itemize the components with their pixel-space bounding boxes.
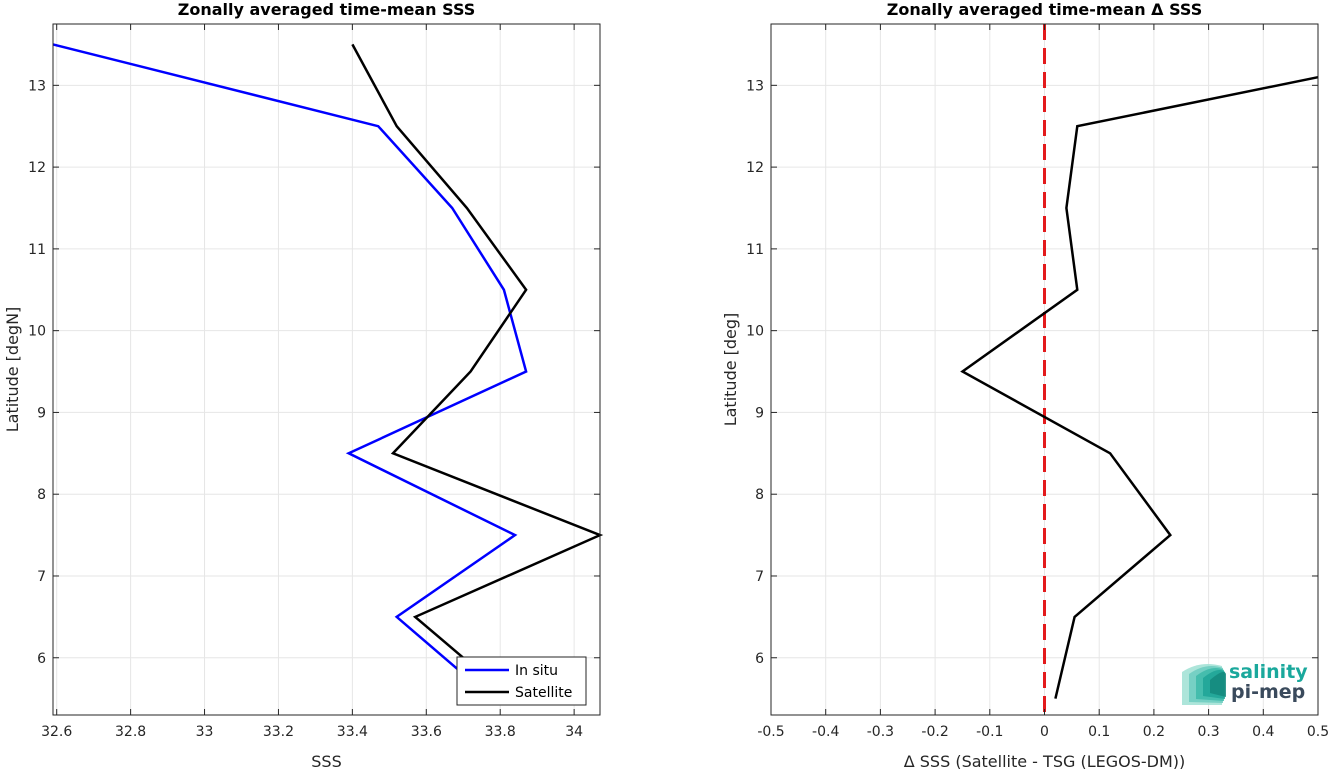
legend-label: In situ [515,663,558,679]
x-tick-label: 0.1 [1088,724,1110,740]
legend-label: Satellite [515,685,572,701]
y-tick-label: 9 [37,405,46,421]
axes-box [52,23,601,716]
y-tick-label: 9 [755,405,764,421]
logo-wave-shape [1210,672,1226,697]
y-tick-label: 8 [755,487,764,503]
y-tick-label: 11 [746,242,764,258]
y-tick-label: 6 [755,651,764,667]
logo-text-salinity: salinity [1229,661,1308,683]
x-tick-label: 32.8 [115,724,146,740]
legend-box [456,656,587,706]
x-tick-label: -0.1 [976,724,1003,740]
x-tick-label: 0.3 [1197,724,1219,740]
x-tick-label: 0.2 [1143,724,1165,740]
left-panel: 32.6 32.8 33 33.2 33.4 33.6 33.8 34 6 7 8 9 10 11 12 13… [3,0,604,771]
y-tick-label: 12 [28,160,46,176]
x-tick-label: 34 [565,724,583,740]
x-tick-label: 33.6 [411,724,442,740]
chart-title: Zonally averaged time-mean Δ SSS [887,0,1203,19]
y-tick-label: 13 [28,78,46,94]
series-line-2 [351,43,604,659]
grid [53,24,600,715]
y-tick-label: 12 [746,160,764,176]
x-tick-label: 33 [196,724,214,740]
y-tick-label: 10 [746,324,764,340]
y-axis-label: Latitude [deg] [721,313,740,427]
x-tick-label: 0 [1040,724,1049,740]
y-tick-label: 8 [37,487,46,503]
y-tick-label: 10 [28,324,46,340]
y-tick-label: 7 [755,569,764,585]
x-tick-label: 33.2 [263,724,294,740]
x-tick-label: -0.4 [812,724,839,740]
x-tick-label: 0.5 [1307,724,1329,740]
legend: In situ Satellite [456,656,587,706]
right-panel: -0.5 -0.4 -0.3 -0.2 -0.1 0 0.1 0.2 0.3 0.4 0.5 6 7 8 9… [721,0,1329,771]
x-tick-label: 0.4 [1252,724,1274,740]
y-tick-label: 7 [37,569,46,585]
y-tick-label: 11 [28,242,46,258]
x-tick-label: 32.6 [41,724,72,740]
x-tick-label: -0.5 [757,724,784,740]
y-tick-label: 13 [746,78,764,94]
x-tick-label: 33.8 [485,724,516,740]
y-axis-label: Latitude [degN] [3,307,22,433]
series-line-1 [52,43,528,676]
x-tick-label: 33.4 [337,724,368,740]
x-axis-label: Δ SSS (Satellite - TSG (LEGOS-DM)) [904,752,1186,769]
x-tick-label: -0.3 [867,724,894,740]
y-tick-label: 6 [37,651,46,667]
plot-area [53,24,600,715]
x-tick-label: -0.2 [921,724,948,740]
series-line-1 [960,75,1319,699]
logo-text-pimep: pi-mep [1231,681,1305,703]
x-axis-label: SSS [311,752,341,769]
chart-title: Zonally averaged time-mean SSS [178,0,476,19]
